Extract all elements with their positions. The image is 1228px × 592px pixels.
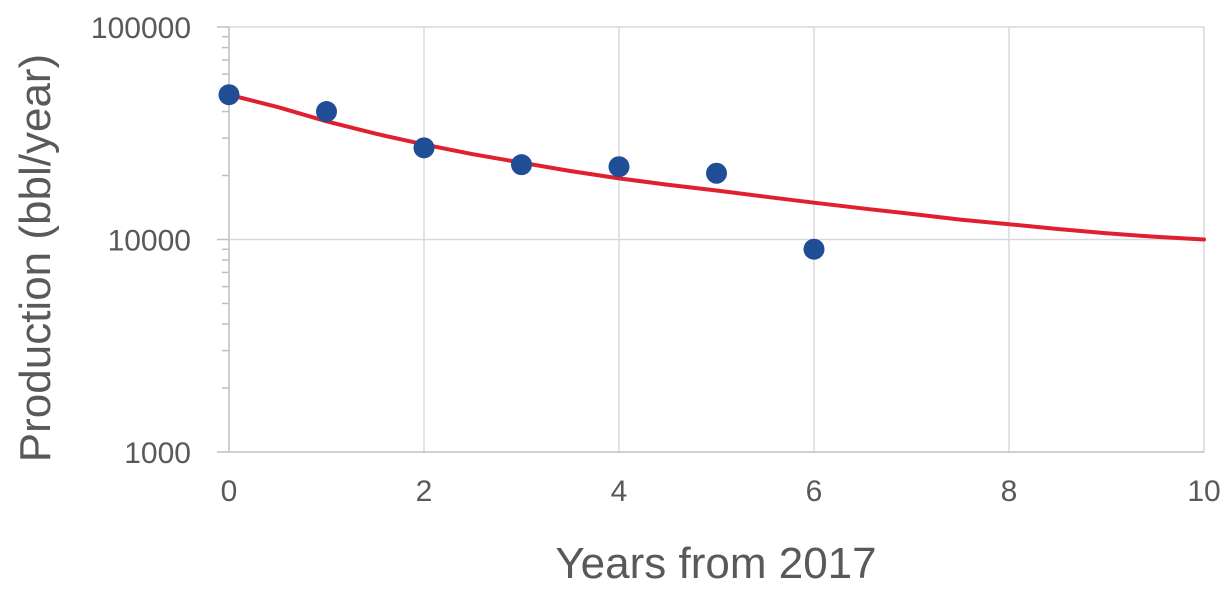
y-tick-label: 100000 [91, 12, 191, 45]
label-layer: 0 2 4 6 8 10 1000 10000 100000 [91, 12, 1221, 508]
data-point [608, 156, 630, 178]
data-point [218, 84, 240, 106]
y-tick-label: 10000 [108, 225, 191, 258]
y-tick-label: 1000 [124, 437, 191, 470]
x-tick-label: 2 [416, 475, 433, 508]
x-axis-title: Years from 2017 [555, 539, 876, 587]
x-tick-label: 4 [611, 475, 628, 508]
data-point [706, 162, 727, 184]
data-point [413, 137, 435, 159]
x-tick-label: 10 [1187, 475, 1220, 508]
grid-layer [229, 26, 1205, 452]
data-point [511, 154, 532, 176]
axis-layer [217, 26, 1204, 453]
x-tick-label: 0 [221, 475, 238, 508]
data-point [316, 101, 337, 123]
fit-curve-line [227, 92, 1206, 242]
series-layer [218, 84, 1206, 260]
data-point [803, 238, 825, 260]
x-tick-label: 6 [806, 475, 823, 508]
x-tick-label: 8 [1001, 475, 1018, 508]
y-axis-title: Production (bbl/year) [11, 54, 60, 462]
